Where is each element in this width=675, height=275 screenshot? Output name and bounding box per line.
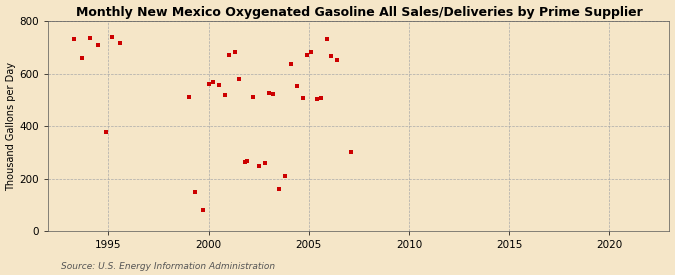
- Point: [279, 173, 290, 178]
- Point: [77, 56, 88, 60]
- Point: [230, 50, 240, 54]
- Point: [292, 84, 302, 88]
- Point: [305, 50, 316, 54]
- Point: [315, 96, 326, 100]
- Title: Monthly New Mexico Oxygenated Gasoline All Sales/Deliveries by Prime Supplier: Monthly New Mexico Oxygenated Gasoline A…: [76, 6, 643, 18]
- Point: [107, 35, 118, 39]
- Point: [93, 43, 104, 47]
- Point: [331, 58, 342, 62]
- Point: [273, 187, 284, 191]
- Point: [101, 130, 112, 134]
- Point: [234, 77, 244, 82]
- Point: [183, 95, 194, 100]
- Point: [263, 90, 274, 95]
- Point: [219, 92, 230, 97]
- Point: [207, 80, 218, 84]
- Point: [346, 150, 356, 155]
- Point: [259, 161, 270, 166]
- Point: [325, 54, 336, 58]
- Point: [189, 190, 200, 194]
- Point: [267, 92, 278, 96]
- Point: [240, 160, 250, 164]
- Point: [321, 37, 332, 41]
- Point: [85, 36, 96, 40]
- Point: [213, 82, 224, 87]
- Point: [203, 81, 214, 86]
- Point: [242, 159, 252, 163]
- Point: [286, 62, 296, 67]
- Text: Source: U.S. Energy Information Administration: Source: U.S. Energy Information Administ…: [61, 262, 275, 271]
- Point: [298, 96, 308, 100]
- Point: [311, 97, 322, 101]
- Point: [247, 95, 258, 99]
- Point: [197, 208, 208, 212]
- Point: [302, 53, 313, 57]
- Point: [253, 163, 264, 168]
- Point: [223, 53, 234, 57]
- Point: [115, 40, 126, 45]
- Y-axis label: Thousand Gallons per Day: Thousand Gallons per Day: [5, 62, 16, 191]
- Point: [69, 37, 80, 42]
